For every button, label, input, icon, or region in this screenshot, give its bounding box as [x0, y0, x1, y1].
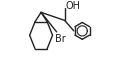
Text: OH: OH [66, 1, 81, 11]
Text: Br: Br [55, 34, 66, 44]
